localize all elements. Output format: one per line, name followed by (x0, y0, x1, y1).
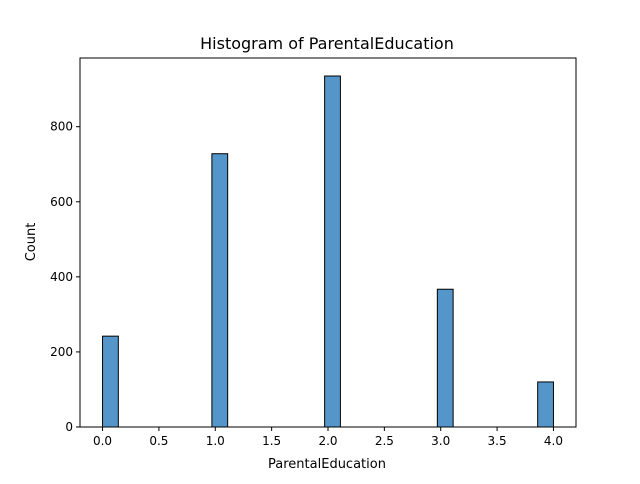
x-tick-label: 3.0 (431, 434, 450, 448)
chart-title: Histogram of ParentalEducation (200, 34, 454, 53)
histogram-bar-0 (102, 335, 119, 428)
y-tick-label: 600 (50, 195, 73, 209)
histogram-bar-4 (537, 381, 554, 428)
histogram-bar-2 (324, 75, 341, 428)
bars-group (102, 75, 554, 428)
x-tick-label: 2.0 (318, 434, 337, 448)
y-axis-label: Count (24, 223, 39, 262)
x-axis-label: ParentalEducation (268, 457, 386, 472)
y-tick-label: 0 (65, 420, 73, 434)
x-tick-label: 0.0 (93, 434, 112, 448)
histogram-bar-1 (211, 153, 229, 428)
y-tick-label: 800 (50, 120, 73, 134)
x-tick-label: 4.0 (544, 434, 563, 448)
x-tick-label: 1.0 (206, 434, 225, 448)
y-axis-ticks: 0 200 400 600 800 (50, 120, 80, 434)
x-tick-label: 3.5 (488, 434, 507, 448)
y-tick-label: 400 (50, 270, 73, 284)
x-tick-label: 1.5 (262, 434, 281, 448)
y-tick-label: 200 (50, 345, 73, 359)
x-axis-ticks: 0.0 0.5 1.0 1.5 2.0 2.5 3.0 3.5 4.0 (93, 427, 563, 448)
x-tick-label: 0.5 (149, 434, 168, 448)
x-tick-label: 2.5 (375, 434, 394, 448)
histogram-bar-3 (436, 288, 454, 428)
